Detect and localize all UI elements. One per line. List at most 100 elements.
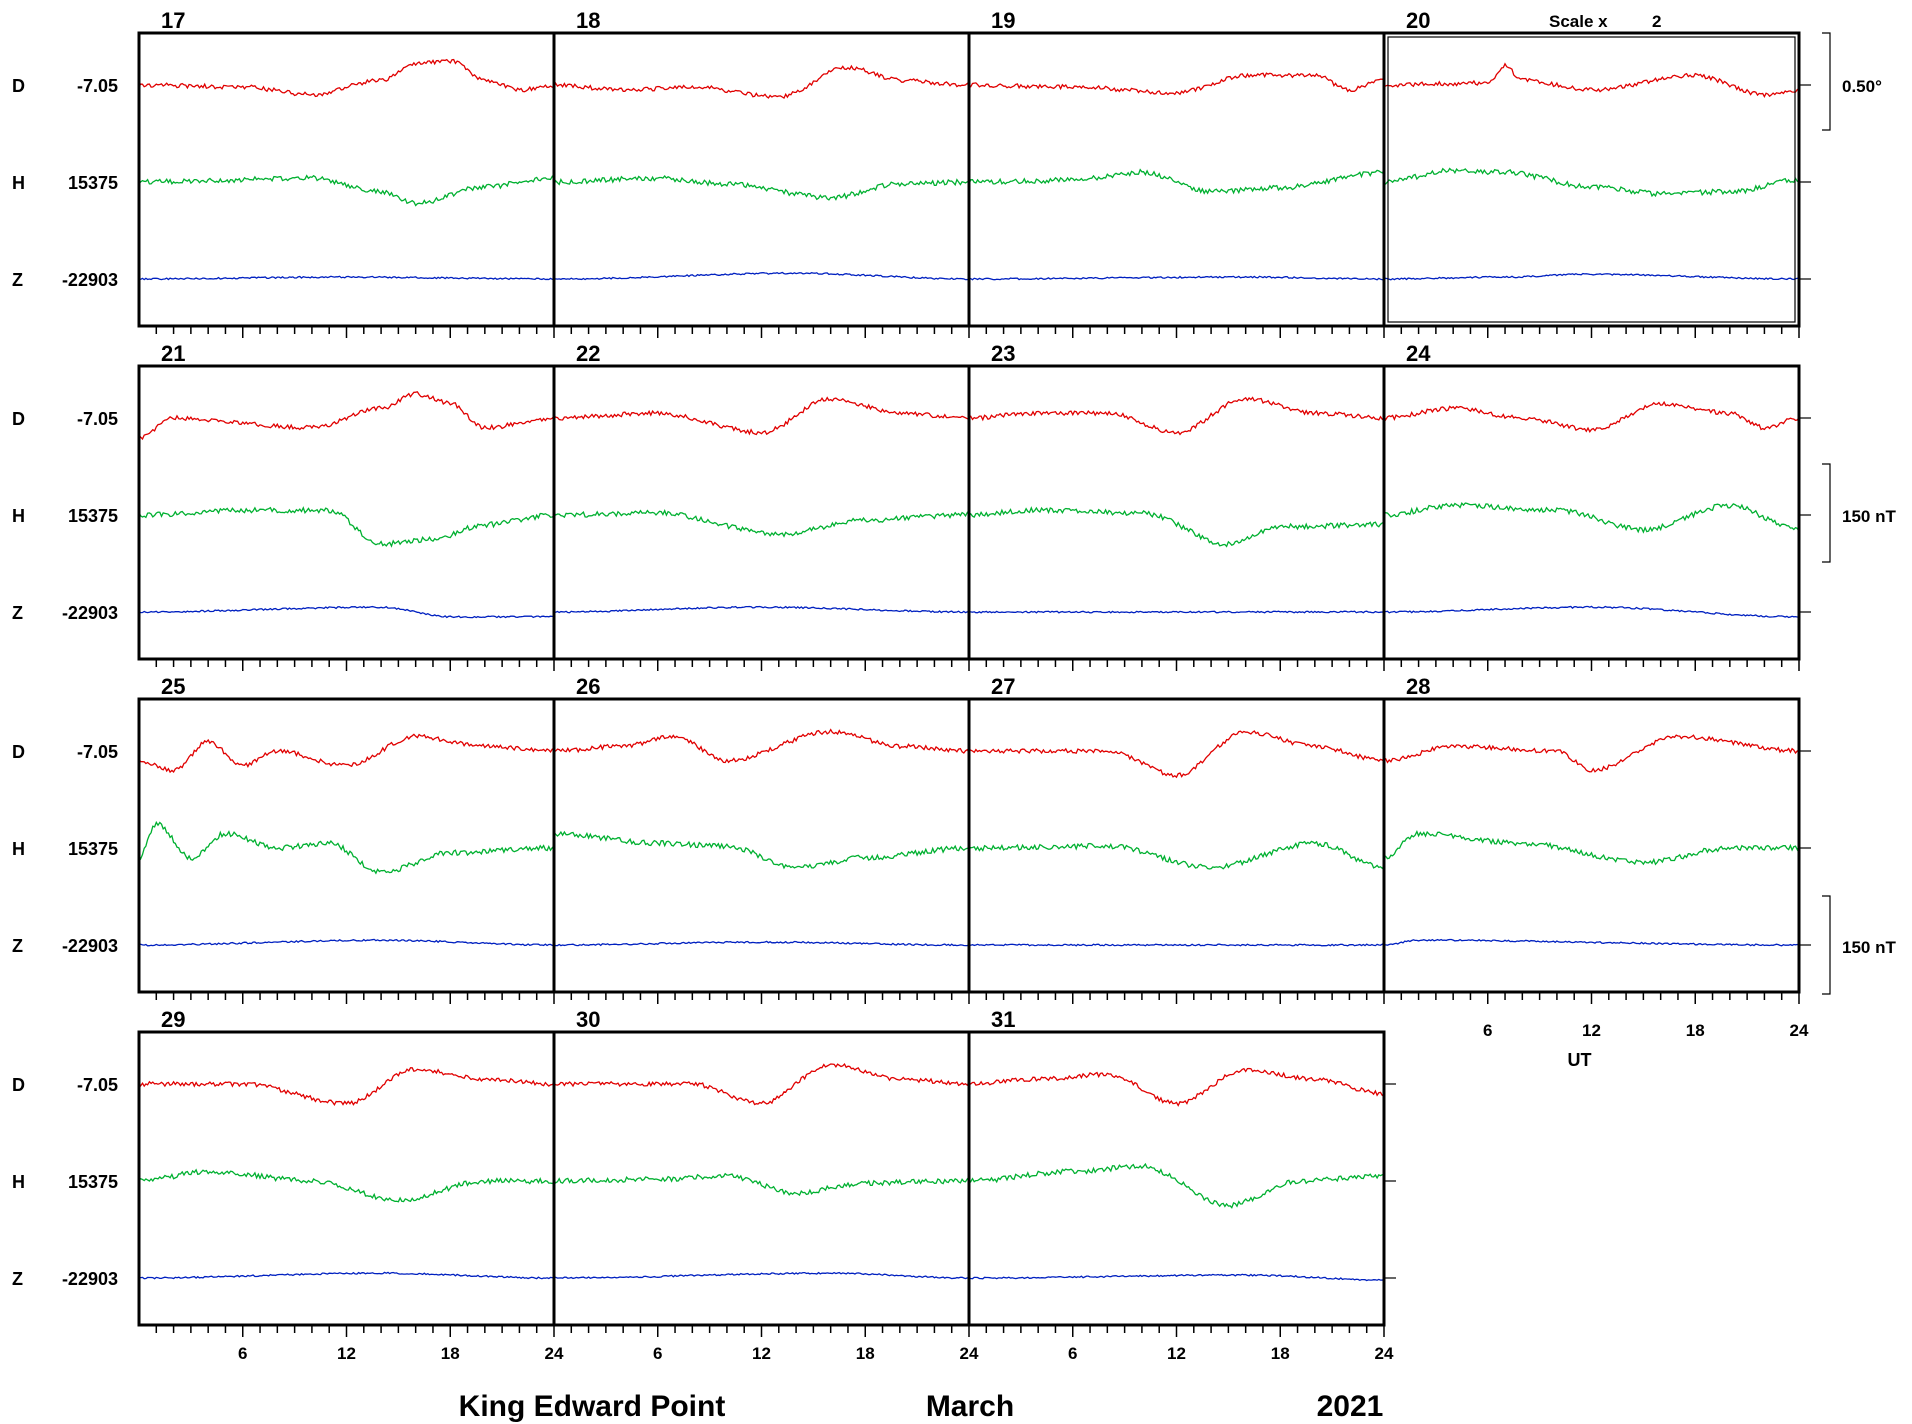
series-z-line (138, 938, 555, 947)
component-label: H (12, 506, 25, 526)
series-d-line (553, 728, 970, 764)
day-label: 21 (161, 341, 185, 366)
scale-bar-bracket (1822, 895, 1831, 995)
series-h-line (968, 506, 1385, 548)
series-d-line (138, 391, 555, 441)
row-frame (137, 1030, 1386, 1327)
baseline-label: -7.05 (77, 409, 118, 429)
day-label: 18 (576, 8, 600, 33)
x-tick-label: 18 (1686, 1021, 1705, 1040)
x-tick-label: 24 (1375, 1344, 1394, 1363)
series-d-line (968, 1067, 1385, 1107)
baseline-label: -7.05 (77, 742, 118, 762)
scale-note-factor: 2 (1652, 12, 1661, 31)
baseline-label: 15375 (68, 173, 118, 193)
series-h-line (553, 174, 970, 201)
x-tick-label: 6 (653, 1344, 662, 1363)
series-d-line (138, 58, 555, 98)
component-label: H (12, 173, 25, 193)
series-h-line (1383, 830, 1800, 866)
series-z-line (553, 1271, 970, 1280)
scale-bar-label: 0.50° (1842, 77, 1882, 96)
series-h-line (1383, 501, 1800, 534)
series-z-line (968, 1273, 1385, 1282)
series-z-line (968, 275, 1385, 281)
year-label: 2021 (1317, 1390, 1384, 1423)
series-h-line (553, 509, 970, 538)
baseline-label: -7.05 (77, 1075, 118, 1095)
day-label: 17 (161, 8, 185, 33)
x-tick-label: 12 (752, 1344, 771, 1363)
x-tick-label: 6 (238, 1344, 247, 1363)
series-z-line (968, 610, 1385, 614)
baseline-label: 15375 (68, 839, 118, 859)
x-tick-label: 6 (1068, 1344, 1077, 1363)
series-z-line (968, 943, 1385, 947)
component-label: H (12, 1172, 25, 1192)
day-label: 27 (991, 674, 1015, 699)
x-tick-label: 24 (1790, 1021, 1809, 1040)
series-d-line (138, 733, 555, 774)
day-label: 23 (991, 341, 1015, 366)
component-label: Z (12, 936, 23, 956)
day-label: 19 (991, 8, 1015, 33)
series-h-line (553, 1172, 970, 1197)
chart-rows: D -7.05 H 15375 Z -22903 17 18 19 20 D -7.05 H 15375 Z… (12, 8, 1811, 1363)
series-d-line (553, 1063, 970, 1106)
day-label: 31 (991, 1007, 1015, 1032)
scale-bar-bracket (1822, 463, 1831, 563)
component-label: Z (12, 1269, 23, 1289)
day-label: 30 (576, 1007, 600, 1032)
scale-bars: 0.50° 150 nT 150 nT (1822, 32, 1896, 995)
component-label: H (12, 839, 25, 859)
series-d-line (968, 396, 1385, 436)
baseline-label: -22903 (62, 603, 118, 623)
baseline-label: -7.05 (77, 76, 118, 96)
series-z-line (553, 605, 970, 614)
x-tick-label: 24 (960, 1344, 979, 1363)
component-label: Z (12, 603, 23, 623)
chart-row: D -7.05 H 15375 Z -22903 21 22 23 24 (12, 341, 1811, 671)
x-tick-label: 18 (1271, 1344, 1290, 1363)
x-tick-label: 24 (545, 1344, 564, 1363)
series-h-line (968, 168, 1385, 195)
series-z-line (1383, 938, 1800, 947)
component-label: Z (12, 270, 23, 290)
component-label: D (12, 76, 25, 96)
series-d-line (553, 64, 970, 100)
day-label: 26 (576, 674, 600, 699)
series-d-line (1383, 400, 1800, 433)
series-z-line (553, 940, 970, 947)
series-h-line (553, 830, 970, 870)
series-h-line (968, 840, 1385, 870)
x-tick-label: 18 (441, 1344, 460, 1363)
day-label: 22 (576, 341, 600, 366)
baseline-label: -22903 (62, 1269, 118, 1289)
ut-axis-label: UT (1568, 1050, 1592, 1070)
day-label: 20 (1406, 8, 1430, 33)
series-h-line (1383, 167, 1800, 198)
series-h-line (138, 506, 555, 548)
series-d-line (968, 72, 1385, 96)
series-h-line (138, 174, 555, 207)
series-d-line (553, 396, 970, 436)
scale-bar-bracket (1822, 32, 1831, 131)
chart-row: D -7.05 H 15375 Z -22903 17 18 19 20 (12, 8, 1811, 338)
day-label: 29 (161, 1007, 185, 1032)
x-tick-label: 18 (856, 1344, 875, 1363)
baseline-label: 15375 (68, 506, 118, 526)
day-label: 25 (161, 674, 185, 699)
series-d-line (1383, 62, 1800, 99)
baseline-label: -22903 (62, 936, 118, 956)
series-z-line (1383, 272, 1800, 281)
series-z-line (138, 275, 555, 281)
scale-highlight-box (1387, 36, 1796, 323)
day-label: 28 (1406, 674, 1430, 699)
scale-note-label: Scale x (1549, 12, 1608, 31)
series-z-line (553, 271, 970, 281)
chart-row: D -7.05 H 15375 Z -22903 25 26 27 28 (12, 674, 1811, 1004)
baseline-label: -22903 (62, 270, 118, 290)
series-z-line (138, 1271, 555, 1280)
component-label: D (12, 1075, 25, 1095)
component-label: D (12, 409, 25, 429)
